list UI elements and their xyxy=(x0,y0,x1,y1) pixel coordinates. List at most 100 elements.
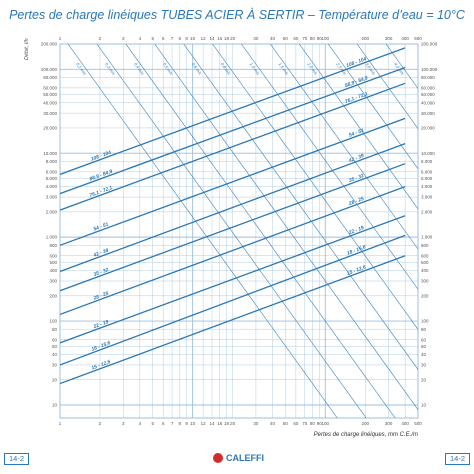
y-tick-label-left: 200.000 xyxy=(41,42,58,47)
x-tick-label-top: 16 xyxy=(217,36,223,41)
y-tick-label-left: 30 xyxy=(52,363,58,368)
x-tick-label-top: 9 xyxy=(185,36,188,41)
y-tick-label-right: 800 xyxy=(421,243,429,248)
x-tick-label-top: 7 xyxy=(171,36,174,41)
brand-name: CALEFFI xyxy=(226,453,264,463)
x-tick-label-bottom: 60 xyxy=(293,421,299,426)
series-label-left: 28 - 25 xyxy=(92,291,110,302)
series-label-right: 35 - 32 xyxy=(348,173,365,184)
x-tick-label-bottom: 30 xyxy=(253,421,259,426)
y-tick-label-right: 3.000 xyxy=(421,195,433,200)
y-tick-label-left: 100 xyxy=(49,319,57,324)
velocity-line xyxy=(67,44,338,418)
y-tick-label-right: 50.000 xyxy=(421,92,435,97)
x-tick-label-top: 50 xyxy=(283,36,289,41)
x-tick-label-bottom: 20 xyxy=(230,421,236,426)
x-tick-label-top: 80 xyxy=(310,36,316,41)
y-tick-label-left: 200 xyxy=(49,293,57,298)
x-tick-label-top: 40 xyxy=(270,36,276,41)
x-tick-label-top: 90 xyxy=(317,36,323,41)
velocity-line xyxy=(327,44,418,170)
y-tick-label-right: 30.000 xyxy=(421,111,435,116)
y-tick-label-left: 4.000 xyxy=(46,184,58,189)
series-label-left: 76,1 - 72,1 xyxy=(89,185,114,199)
page-number-right: 14-2 xyxy=(444,453,470,465)
y-tick-label-right: 60.000 xyxy=(421,85,435,90)
series-label-left: 108 - 104 xyxy=(90,150,112,163)
x-tick-label-bottom: 40 xyxy=(270,421,276,426)
y-tick-label-right: 5.000 xyxy=(421,176,433,181)
x-tick-label-top: 20 xyxy=(230,36,236,41)
x-tick-label-bottom: 5 xyxy=(151,421,154,426)
y-tick-label-left: 600 xyxy=(49,253,57,258)
y-tick-label-right: 500 xyxy=(421,260,429,265)
x-tick-label-bottom: 3 xyxy=(122,421,125,426)
y-tick-label-left: 60.000 xyxy=(43,85,57,90)
y-tick-label-right: 1.000 xyxy=(421,235,433,240)
y-tick-label-left: 400 xyxy=(49,268,57,273)
y-tick-label-left: 3.000 xyxy=(46,195,58,200)
x-tick-label-bottom: 6 xyxy=(162,421,165,426)
series-label-right: 108 - 104 xyxy=(346,56,368,69)
y-tick-label-right: 20 xyxy=(421,377,427,382)
y-tick-label-left: 60 xyxy=(52,337,58,342)
y-tick-label-right: 10.000 xyxy=(421,151,435,156)
x-tick-label-top: 70 xyxy=(302,36,308,41)
x-tick-label-bottom: 200 xyxy=(361,421,369,426)
x-tick-label-bottom: 100 xyxy=(322,421,330,426)
x-tick-label-top: 60 xyxy=(293,36,299,41)
x-tick-label-bottom: 8 xyxy=(179,421,182,426)
series-label-left: 35 - 32 xyxy=(93,267,110,278)
y-tick-label-right: 4.000 xyxy=(421,184,433,189)
y-tick-label-left: 8.000 xyxy=(46,159,58,164)
series-line xyxy=(60,234,406,366)
caleffi-logo-icon xyxy=(213,453,223,463)
series-label-left: 54 - 51 xyxy=(93,222,110,233)
chart-title: Pertes de charge linéiques TUBES ACIER À… xyxy=(9,8,465,22)
x-tick-label-top: 400 xyxy=(401,36,409,41)
velocity-line xyxy=(356,44,418,130)
y-tick-label-right: 40 xyxy=(421,352,427,357)
y-tick-label-right: 60 xyxy=(421,337,427,342)
y-tick-label-left: 20.000 xyxy=(43,126,57,131)
y-tick-label-left: 10 xyxy=(52,403,58,408)
series-line xyxy=(60,255,406,385)
series-line xyxy=(60,66,406,195)
x-tick-label-bottom: 300 xyxy=(385,421,393,426)
x-tick-label-top: 500 xyxy=(414,36,422,41)
series-line xyxy=(60,82,406,211)
y-tick-label-left: 1.000 xyxy=(46,235,58,240)
series-label-left: 88,9 - 84,9 xyxy=(89,169,114,183)
series-label-left: 22 - 19 xyxy=(92,319,110,330)
y-tick-label-left: 40 xyxy=(52,352,58,357)
y-tick-label-left: 30.000 xyxy=(43,111,57,116)
y-tick-label-right: 2.000 xyxy=(421,209,433,214)
series-label-right: 22 - 19 xyxy=(347,225,365,236)
x-tick-label-top: 30 xyxy=(253,36,259,41)
series-label-right: 42 - 39 xyxy=(347,153,365,164)
x-tick-label-bottom: 16 xyxy=(217,421,223,426)
x-tick-label-bottom: 1 xyxy=(59,421,62,426)
y-tick-label-right: 200.000 xyxy=(421,42,438,47)
x-tick-label-bottom: 14 xyxy=(210,421,216,426)
y-tick-label-right: 8.000 xyxy=(421,159,433,164)
x-tick-label-bottom: 500 xyxy=(414,421,422,426)
y-tick-label-right: 100.000 xyxy=(421,67,438,72)
series-line xyxy=(60,47,406,175)
y-tick-label-left: 500 xyxy=(49,260,57,265)
x-tick-label-top: 18 xyxy=(224,36,230,41)
x-tick-label-top: 200 xyxy=(361,36,369,41)
y-tick-label-left: 50.000 xyxy=(43,92,57,97)
y-tick-label-right: 100 xyxy=(421,319,429,324)
y-tick-label-left: 100.000 xyxy=(41,67,58,72)
x-tick-label-bottom: 80 xyxy=(310,421,316,426)
y-tick-label-right: 200 xyxy=(421,293,429,298)
series-label-right: 28 - 25 xyxy=(347,196,365,207)
y-axis-label: Débit, l/h xyxy=(24,38,30,60)
y-tick-label-right: 30 xyxy=(421,363,427,368)
page-footer: 14-2 CALEFFI 14-2 xyxy=(0,451,474,467)
velocity-line xyxy=(212,44,418,330)
x-tick-label-bottom: 10 xyxy=(190,421,196,426)
x-tick-label-top: 3 xyxy=(122,36,125,41)
y-tick-label-right: 50 xyxy=(421,344,427,349)
